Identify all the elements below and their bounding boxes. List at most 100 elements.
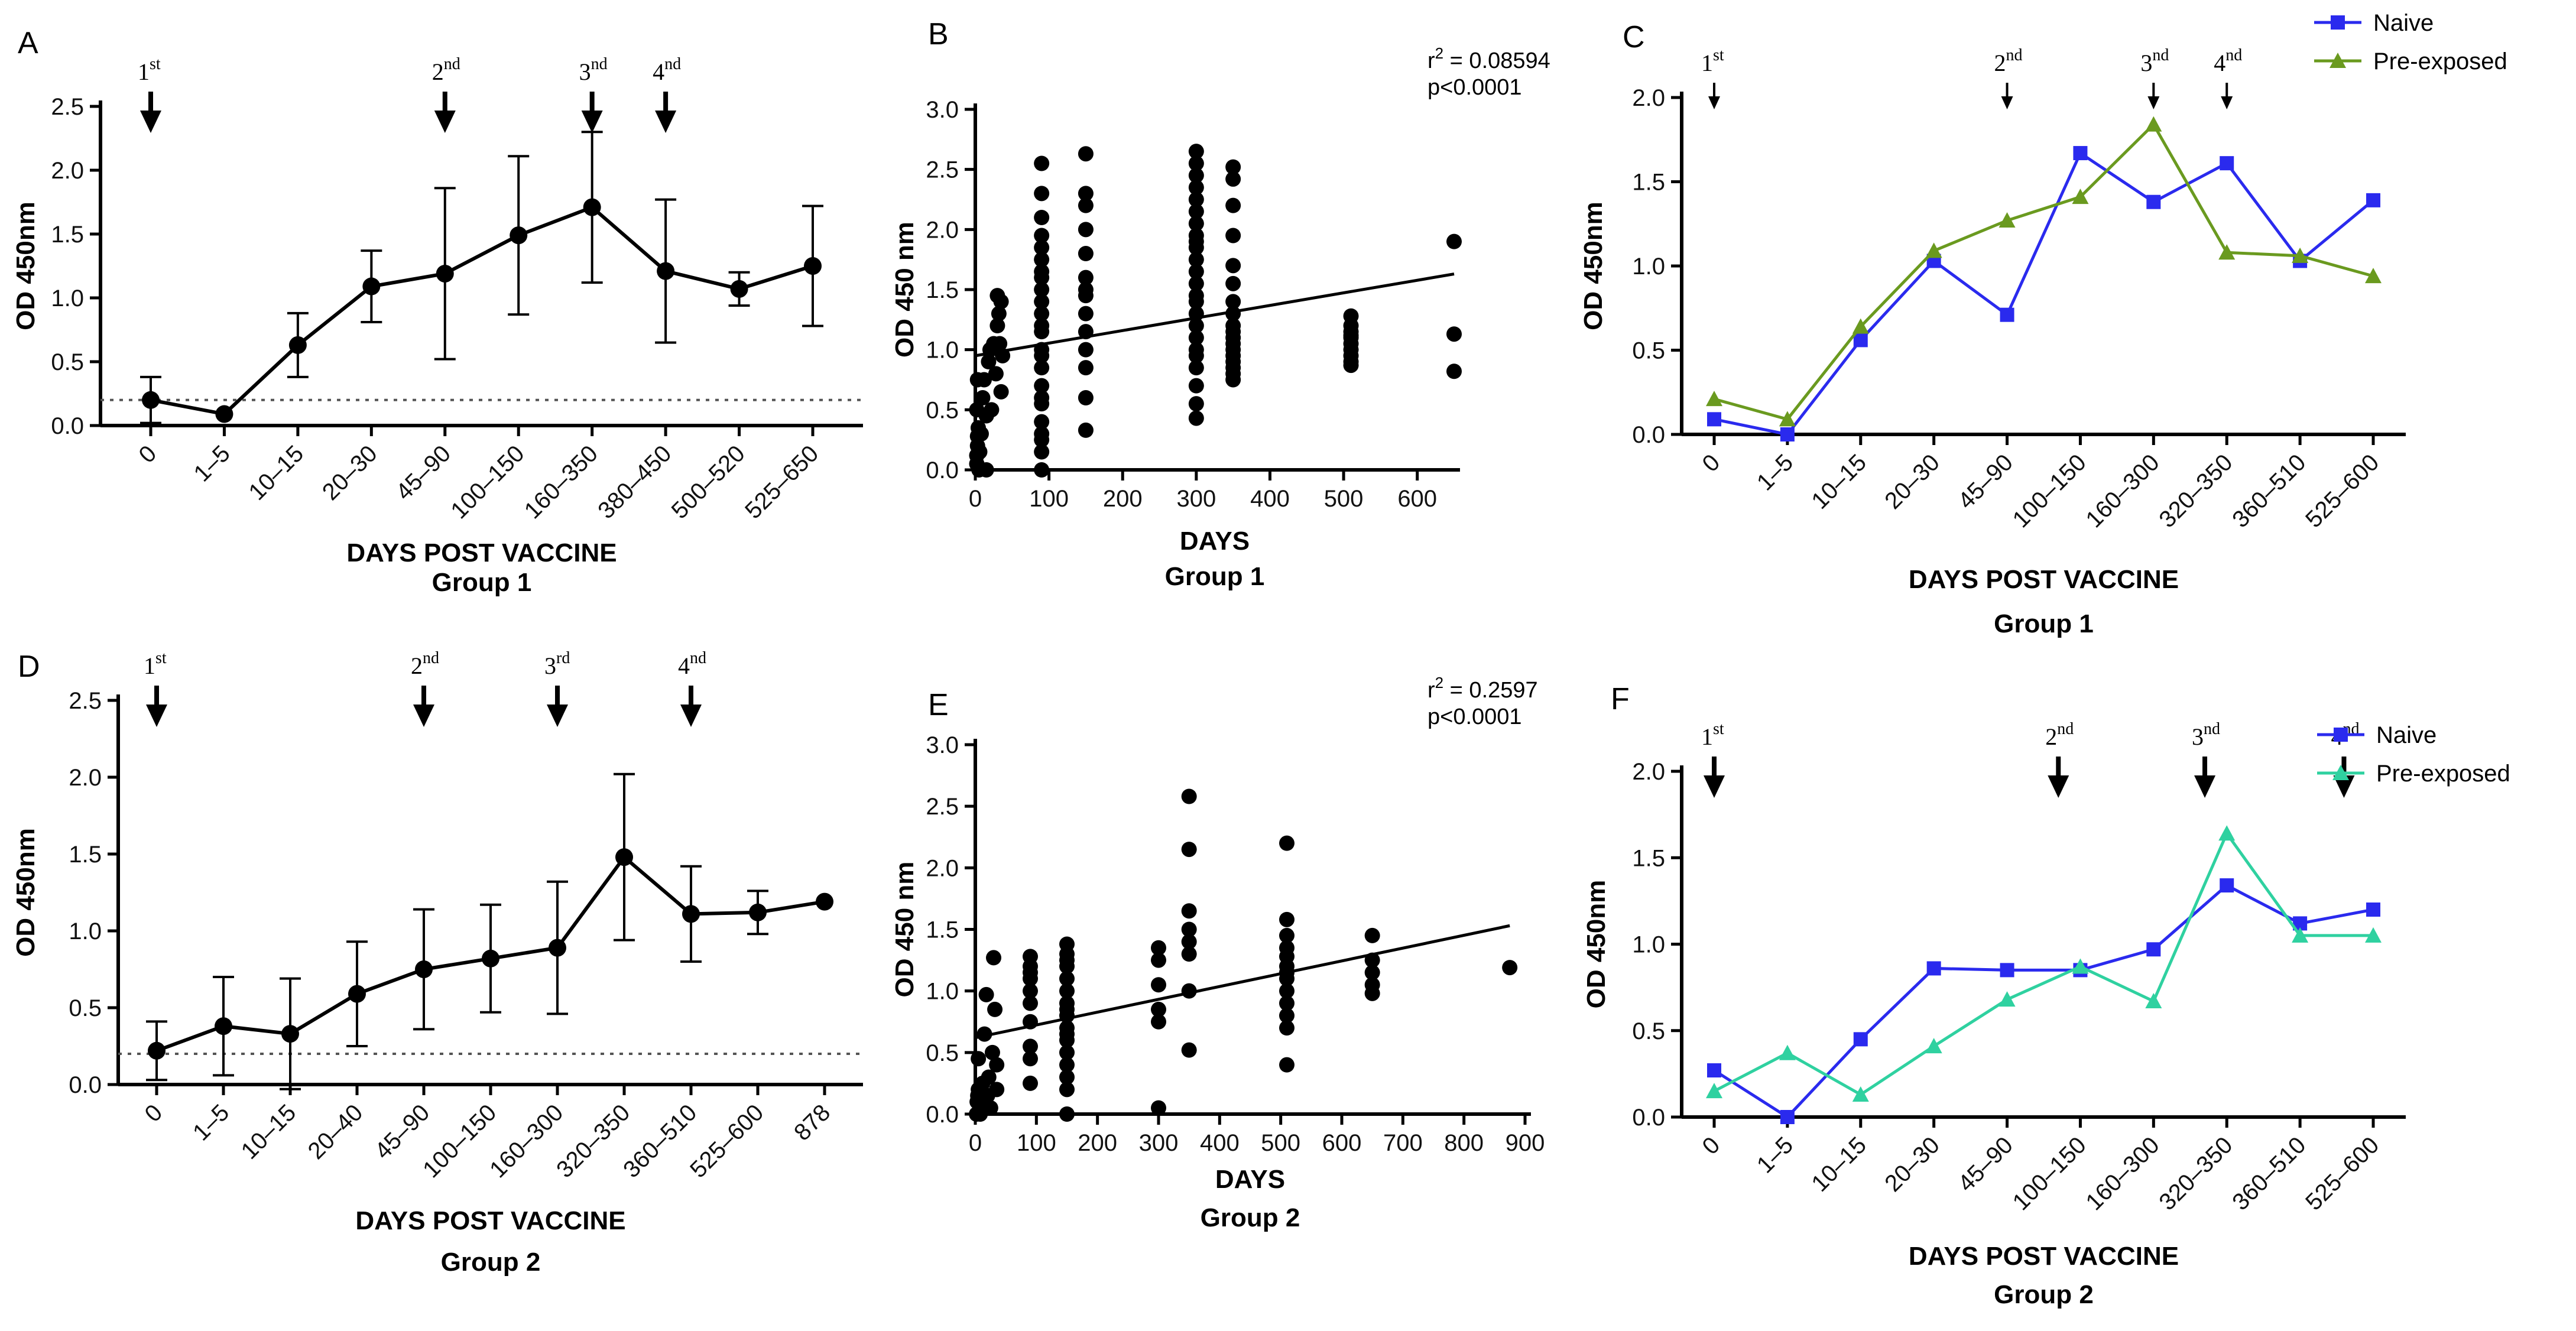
group-title: Group 2 (441, 1248, 541, 1277)
legend-f: Naive Pre-exposed (2317, 722, 2510, 787)
x-tick-label: 100 (1017, 1130, 1056, 1156)
x-tick-label: 45–90 (391, 440, 456, 505)
dose-arrow: 1st (138, 55, 161, 133)
y-tick-label: 0.0 (51, 413, 84, 439)
data-point (1181, 946, 1197, 962)
dose-label: 2nd (432, 55, 460, 85)
x-axis-title: DAYS (1180, 527, 1250, 556)
x-axis-title: DAYS POST VACCINE (355, 1206, 625, 1235)
data-point (2145, 993, 2162, 1009)
x-tick-label: 20–30 (1880, 1132, 1945, 1197)
data-point (2145, 116, 2162, 132)
data-point (1151, 940, 1166, 956)
y-axis-title: OD 450nm (11, 202, 40, 330)
data-point (1188, 360, 1204, 376)
data-point (1706, 1083, 1722, 1099)
y-tick-label: 2.5 (51, 94, 84, 120)
dose-arrow: 3nd (2192, 720, 2220, 798)
group-title: Group 2 (1994, 1280, 2094, 1309)
data-point (1059, 1082, 1075, 1098)
x-tick-label: 160–300 (2081, 449, 2164, 533)
dose-label: 3nd (2140, 46, 2169, 76)
y-tick-label: 1.0 (69, 918, 102, 944)
data-point (2366, 903, 2380, 917)
legend-label: Pre-exposed (2376, 761, 2510, 787)
dose-arrow-head (2048, 775, 2069, 798)
data-point (1446, 363, 1462, 379)
y-axis-title: OD 450 nm (890, 862, 919, 998)
x-tick-label: 10–15 (1806, 449, 1871, 514)
data-point (1023, 983, 1038, 999)
data-point (1998, 212, 2016, 228)
dose-arrow-head (547, 705, 568, 727)
dose-arrow: 2nd (411, 649, 439, 727)
p-value-label: p<0.0001 (1427, 705, 1522, 729)
data-point (1034, 264, 1050, 280)
data-point (1059, 1044, 1075, 1060)
x-tick-label: 20–30 (317, 440, 382, 505)
y-tick-label: 2.0 (1632, 759, 1665, 785)
x-axis-title: DAYS POST VACCINE (346, 538, 617, 567)
data-point (1151, 1001, 1166, 1017)
x-tick-label: 0 (1698, 1132, 1725, 1160)
data-point (2220, 878, 2234, 893)
dose-label: 2nd (1994, 46, 2023, 76)
data-point (1034, 252, 1050, 268)
data-point (1926, 961, 1941, 976)
panel-label: A (18, 26, 38, 60)
data-point (482, 949, 499, 968)
data-point (1034, 360, 1050, 376)
data-point (148, 1041, 166, 1060)
data-point (1279, 911, 1295, 927)
data-point (976, 372, 992, 388)
data-point (1078, 282, 1094, 297)
data-point (1225, 228, 1241, 244)
dose-label: 3rd (544, 649, 570, 679)
data-point (1225, 159, 1241, 175)
data-point (1925, 242, 1942, 258)
data-point (1188, 288, 1204, 304)
dose-arrow: 4nd (678, 649, 706, 727)
dose-label: 1st (1701, 46, 1724, 76)
data-point (1023, 1075, 1038, 1091)
x-tick-label: 1–5 (189, 440, 235, 486)
data-point (615, 848, 633, 866)
dose-label: 3nd (579, 55, 608, 85)
data-point (1446, 326, 1462, 342)
data-point (1078, 186, 1094, 202)
data-point (1034, 426, 1050, 441)
data-point (1034, 462, 1050, 478)
x-tick-label: 525–600 (2301, 449, 2384, 533)
y-tick-label: 0.5 (69, 995, 102, 1021)
data-point (1034, 306, 1050, 322)
dose-arrow-head (1704, 775, 1725, 798)
data-point (1225, 197, 1241, 213)
data-point (2218, 825, 2236, 841)
data-point (362, 277, 381, 296)
data-point (989, 1057, 1005, 1073)
x-tick-label: 45–90 (370, 1099, 435, 1164)
y-tick-label: 2.0 (926, 855, 959, 881)
dose-arrow: 4nd (2214, 46, 2242, 109)
data-point (1181, 1042, 1197, 1058)
y-axis-title: OD 450 nm (890, 222, 919, 358)
y-tick-label: 1.5 (1632, 845, 1665, 871)
data-point (1181, 934, 1197, 950)
group-title: Group 2 (1201, 1203, 1300, 1232)
x-tick-label: 525–600 (685, 1099, 768, 1183)
x-tick-label: 600 (1397, 486, 1437, 512)
series-line (1714, 151, 2374, 436)
data-point (1706, 391, 1722, 407)
data-point (1279, 1057, 1295, 1073)
panel-b: 0.0 0.5 1.0 1.5 2.0 2.5 3.0 OD 450 nm 0 100 200 300… (890, 17, 1550, 591)
y-tick-label: 1.0 (51, 285, 84, 311)
data-point (1059, 952, 1075, 968)
data-point (583, 198, 601, 216)
data-point (1279, 995, 1295, 1011)
data-point (1078, 306, 1094, 322)
data-point (1279, 1020, 1295, 1036)
data-point (978, 462, 994, 478)
y-tick-label: 1.0 (926, 979, 959, 1005)
dose-label: 4nd (2214, 46, 2242, 76)
dose-arrow-head (2194, 775, 2216, 798)
